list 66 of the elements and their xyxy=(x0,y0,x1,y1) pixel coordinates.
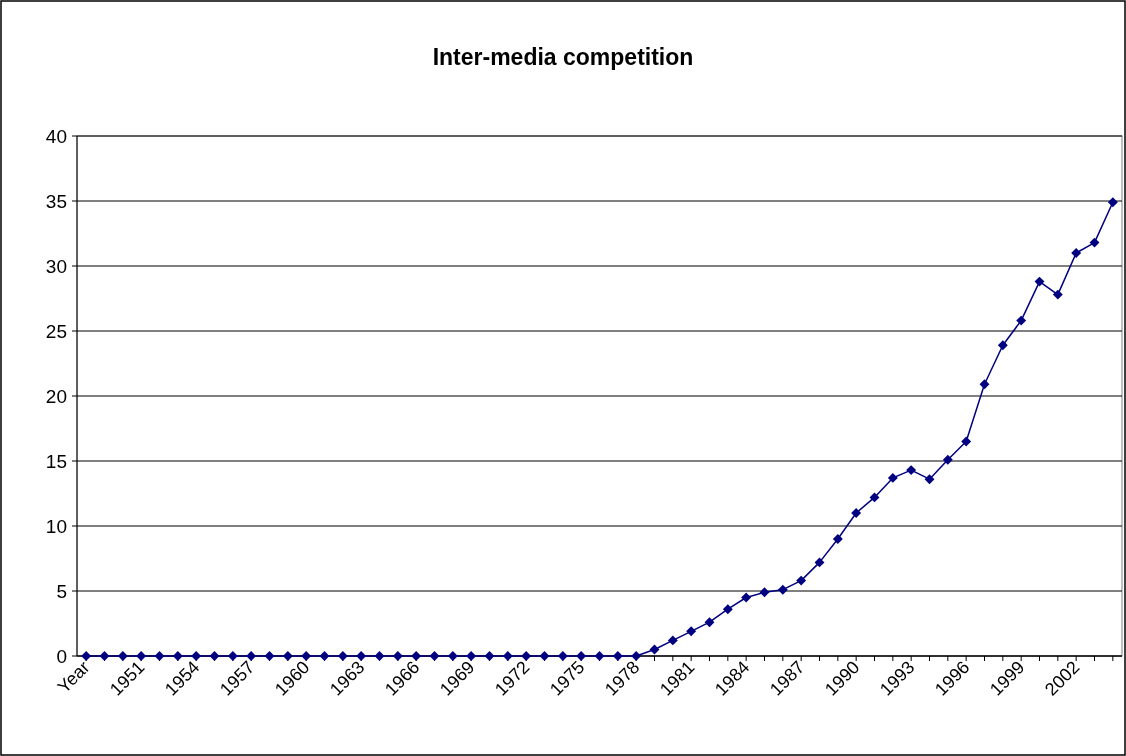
y-tick-label: 10 xyxy=(45,515,67,537)
point xyxy=(961,436,972,447)
point xyxy=(942,454,953,465)
point xyxy=(1071,248,1082,258)
point xyxy=(227,651,238,661)
y-tick-label: 25 xyxy=(45,320,67,342)
point xyxy=(319,651,330,661)
point xyxy=(392,651,403,661)
point xyxy=(832,534,843,544)
y-tick-label: 40 xyxy=(45,125,67,147)
point xyxy=(411,651,422,661)
point xyxy=(502,651,513,661)
point xyxy=(209,651,220,661)
point xyxy=(1052,289,1063,300)
y-tick-label: 35 xyxy=(45,190,67,212)
y-tick-label: 0 xyxy=(56,645,67,667)
point xyxy=(521,651,532,661)
point xyxy=(667,635,678,646)
point xyxy=(117,651,128,661)
point xyxy=(136,651,147,661)
point xyxy=(869,492,880,503)
point xyxy=(631,651,642,661)
point xyxy=(282,651,293,661)
y-tick-label: 30 xyxy=(45,255,67,277)
point xyxy=(997,340,1008,351)
point xyxy=(741,592,752,603)
point xyxy=(466,651,477,661)
point xyxy=(301,651,312,661)
point xyxy=(906,465,917,476)
point xyxy=(246,651,257,661)
point xyxy=(576,651,587,661)
point xyxy=(979,379,990,390)
point xyxy=(887,472,898,483)
point xyxy=(612,651,623,661)
chart-title: Inter-media competition xyxy=(432,44,694,70)
point xyxy=(722,604,733,615)
point xyxy=(1034,276,1045,287)
point xyxy=(704,617,715,628)
point xyxy=(759,587,770,598)
y-tick-label: 15 xyxy=(45,450,67,472)
point xyxy=(484,651,495,661)
point xyxy=(594,651,605,661)
y-tick-label: 5 xyxy=(56,580,67,602)
point xyxy=(814,557,825,568)
point xyxy=(924,474,935,485)
point xyxy=(539,651,550,661)
point xyxy=(356,651,367,661)
point xyxy=(81,651,92,661)
point xyxy=(557,651,568,661)
point xyxy=(686,626,697,637)
point xyxy=(1089,237,1100,248)
point xyxy=(99,651,110,661)
point xyxy=(191,651,202,661)
point xyxy=(429,651,440,661)
point xyxy=(447,651,458,661)
point xyxy=(337,651,348,661)
point xyxy=(796,575,807,586)
point xyxy=(154,651,165,661)
y-tick-label: 20 xyxy=(45,385,67,407)
point xyxy=(374,651,385,661)
point xyxy=(851,508,862,518)
point xyxy=(1107,197,1118,208)
point xyxy=(264,651,275,661)
point xyxy=(1016,315,1027,326)
point xyxy=(172,651,183,661)
point xyxy=(777,584,788,595)
